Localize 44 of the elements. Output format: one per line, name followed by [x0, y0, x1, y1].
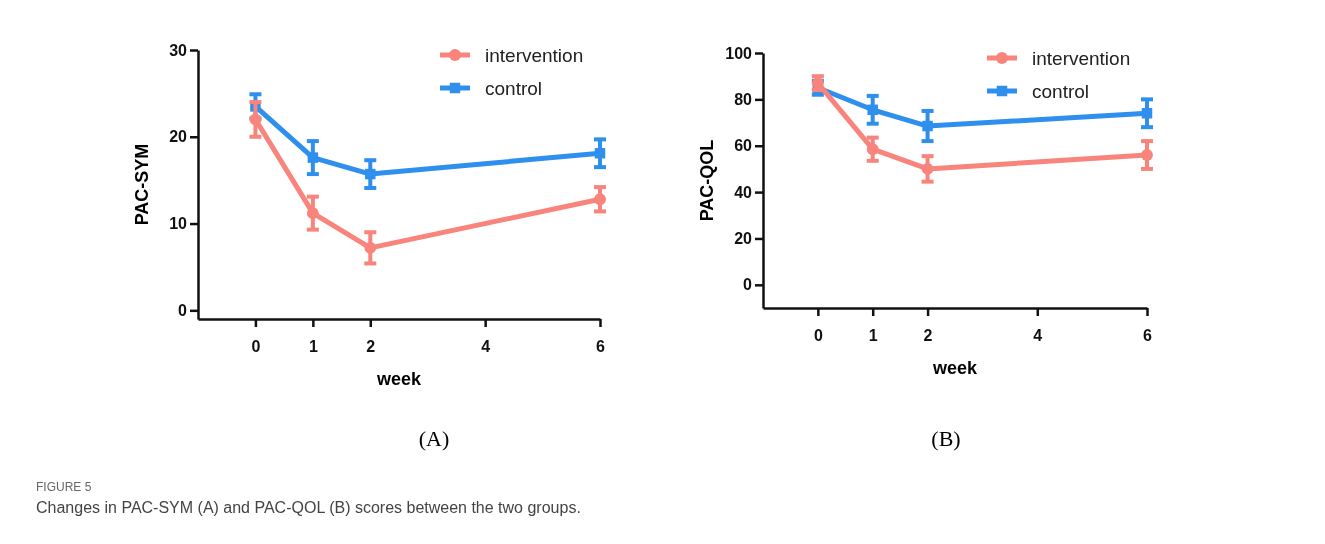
point	[866, 143, 879, 156]
x-tick-label: 0	[813, 327, 823, 345]
legend-label: intervention	[1032, 47, 1131, 69]
x-axis-title: week	[931, 358, 978, 378]
legend-label: control	[1032, 80, 1090, 102]
point	[922, 120, 933, 132]
x-tick-label: 6	[596, 338, 606, 356]
point	[594, 193, 606, 206]
y-axis-title: PAC-SYM	[132, 143, 152, 226]
x-tick-label: 1	[308, 338, 318, 356]
text: Changes in PAC-SYM (A) and PAC-QOL (B) scores between the two groups.	[36, 499, 581, 516]
y-tick-label: 0	[743, 276, 753, 294]
y-tick-label: 20	[169, 128, 188, 146]
x-axis-title: week	[375, 369, 422, 389]
point	[594, 148, 606, 159]
text: (A)	[418, 426, 450, 451]
point	[364, 241, 377, 254]
x-tick-label: 4	[1033, 327, 1043, 345]
point	[306, 207, 319, 220]
x-tick-label: 2	[923, 327, 933, 345]
y-axis-title: PAC-QOL	[697, 139, 717, 222]
y-tick-label: 10	[169, 215, 188, 233]
point	[867, 104, 878, 116]
legend-label: control	[485, 77, 543, 99]
x-tick-label: 0	[251, 338, 261, 356]
point	[307, 152, 319, 163]
x-tick-label: 4	[481, 338, 491, 356]
x-tick-label: 2	[366, 338, 376, 356]
caption: FIGURE 5	[36, 480, 92, 494]
y-tick-label: 30	[169, 41, 188, 59]
x-tick-label: 1	[868, 327, 878, 345]
y-tick-label: 0	[178, 301, 188, 319]
point	[921, 163, 934, 175]
y-tick-label: 40	[734, 183, 753, 201]
point	[1141, 149, 1153, 161]
point	[365, 168, 376, 180]
text: (B)	[931, 426, 961, 451]
x-tick-label: 6	[1143, 327, 1153, 345]
y-tick-label: 100	[725, 44, 753, 62]
legend-label: intervention	[485, 44, 584, 66]
y-tick-label: 80	[734, 90, 753, 108]
y-tick-label: 20	[734, 230, 753, 248]
y-tick-label: 60	[734, 137, 753, 155]
point	[1141, 108, 1153, 119]
